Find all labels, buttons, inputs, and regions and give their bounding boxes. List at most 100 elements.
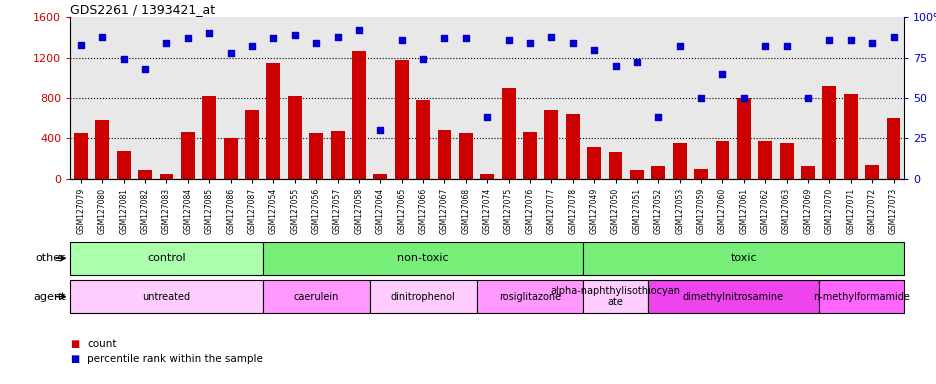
Text: dinitrophenol: dinitrophenol <box>390 291 455 302</box>
Point <box>138 66 153 72</box>
Point <box>351 27 366 33</box>
Bar <box>266 63 280 179</box>
Bar <box>757 141 771 179</box>
Point <box>501 37 516 43</box>
Bar <box>262 242 583 275</box>
Bar <box>74 133 88 179</box>
Point <box>821 37 836 43</box>
Bar <box>262 280 369 313</box>
Point <box>522 40 537 46</box>
Text: toxic: toxic <box>730 253 756 263</box>
Point <box>244 43 259 50</box>
Bar <box>181 132 195 179</box>
Point <box>73 41 88 48</box>
Bar <box>583 280 647 313</box>
Bar <box>245 110 258 179</box>
Bar <box>885 118 899 179</box>
Bar <box>587 147 601 179</box>
Bar <box>138 170 152 179</box>
Bar <box>159 174 173 179</box>
Point <box>736 95 751 101</box>
Bar <box>369 280 476 313</box>
Point <box>479 114 494 120</box>
Bar <box>70 280 262 313</box>
Text: control: control <box>147 253 185 263</box>
Text: non-toxic: non-toxic <box>397 253 448 263</box>
Bar <box>224 138 238 179</box>
Point <box>159 40 174 46</box>
Bar <box>800 167 814 179</box>
Point <box>778 43 793 50</box>
Bar <box>476 280 583 313</box>
Bar <box>309 133 323 179</box>
Point <box>864 40 879 46</box>
Bar <box>822 86 836 179</box>
Point <box>799 95 814 101</box>
Bar <box>629 170 643 179</box>
Bar <box>95 120 110 179</box>
Text: GDS2261 / 1393421_at: GDS2261 / 1393421_at <box>70 3 215 16</box>
Point <box>651 114 665 120</box>
Text: ■: ■ <box>70 339 80 349</box>
Text: n-methylformamide: n-methylformamide <box>812 291 909 302</box>
Bar <box>437 130 451 179</box>
Point <box>223 50 238 56</box>
Text: untreated: untreated <box>142 291 190 302</box>
Point <box>842 37 857 43</box>
Point <box>543 33 558 40</box>
Bar <box>736 98 750 179</box>
Bar <box>583 242 903 275</box>
Bar <box>70 242 262 275</box>
Point <box>181 35 196 41</box>
Text: caerulein: caerulein <box>293 291 339 302</box>
Bar <box>544 110 558 179</box>
Bar <box>416 100 430 179</box>
Bar <box>818 280 903 313</box>
Bar <box>117 151 130 179</box>
Bar <box>352 51 365 179</box>
Text: other: other <box>36 253 66 263</box>
Bar <box>608 152 622 179</box>
Point <box>714 71 729 77</box>
Point <box>586 46 601 53</box>
Point <box>757 43 772 50</box>
Point <box>201 30 216 36</box>
Bar <box>202 96 216 179</box>
Point <box>308 40 323 46</box>
Point <box>693 95 708 101</box>
Point <box>885 33 900 40</box>
Point <box>607 63 622 69</box>
Bar <box>330 131 344 179</box>
Bar <box>715 141 728 179</box>
Point <box>436 35 451 41</box>
Bar <box>480 174 493 179</box>
Text: agent: agent <box>33 291 66 302</box>
Point <box>564 40 579 46</box>
Bar <box>647 280 818 313</box>
Bar <box>459 133 473 179</box>
Text: alpha-naphthylisothiocyan
ate: alpha-naphthylisothiocyan ate <box>550 286 680 308</box>
Point <box>95 33 110 40</box>
Point <box>629 60 644 66</box>
Bar <box>501 88 515 179</box>
Bar <box>694 169 708 179</box>
Bar <box>843 94 856 179</box>
Text: percentile rank within the sample: percentile rank within the sample <box>87 354 263 364</box>
Point <box>394 37 409 43</box>
Bar <box>394 60 408 179</box>
Bar <box>864 166 878 179</box>
Point <box>458 35 473 41</box>
Point <box>671 43 686 50</box>
Bar <box>287 96 301 179</box>
Text: ■: ■ <box>70 354 80 364</box>
Point <box>416 56 431 62</box>
Bar <box>565 114 579 179</box>
Bar <box>672 143 686 179</box>
Text: dimethylnitrosamine: dimethylnitrosamine <box>681 291 782 302</box>
Bar <box>651 167 665 179</box>
Text: count: count <box>87 339 116 349</box>
Point <box>287 32 302 38</box>
Point <box>266 35 281 41</box>
Text: rosiglitazone: rosiglitazone <box>498 291 561 302</box>
Bar <box>522 132 536 179</box>
